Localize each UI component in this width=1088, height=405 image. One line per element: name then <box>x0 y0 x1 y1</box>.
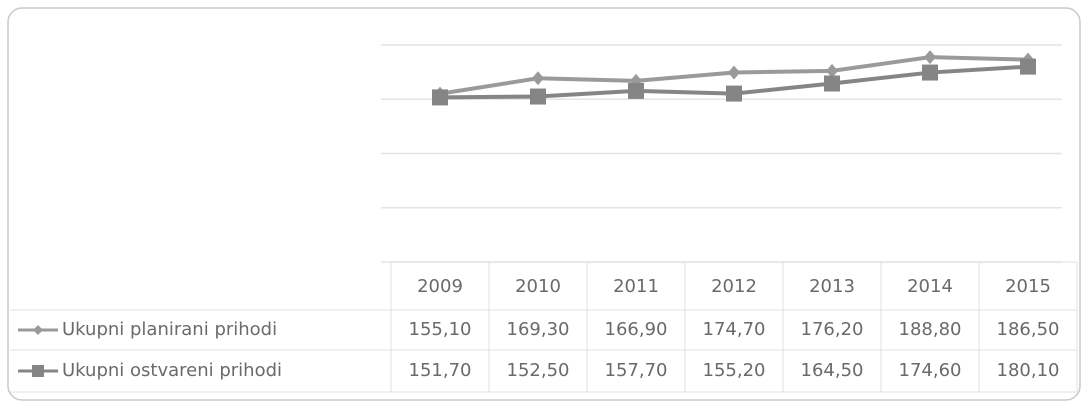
legend-label: Ukupni planirani prihodi <box>62 319 277 340</box>
marker <box>530 88 546 105</box>
data-label: 157,70 <box>605 360 668 381</box>
data-label: 176,20 <box>801 319 864 340</box>
marker <box>532 71 544 86</box>
legend-marker <box>32 365 44 377</box>
data-label: 174,70 <box>703 319 766 340</box>
x-tick-label: 2014 <box>907 276 953 297</box>
marker <box>922 64 938 81</box>
x-tick-label: 2009 <box>417 276 463 297</box>
data-label: 174,60 <box>899 360 962 381</box>
chart-border <box>7 7 1081 401</box>
marker <box>728 65 740 80</box>
data-label: 180,10 <box>997 360 1060 381</box>
x-tick-label: 2011 <box>613 276 659 297</box>
data-label: 155,20 <box>703 360 766 381</box>
data-label: 186,50 <box>997 319 1060 340</box>
data-label: 155,10 <box>409 319 472 340</box>
legend-label: Ukupni ostvareni prihodi <box>62 360 282 381</box>
marker <box>432 89 448 106</box>
data-label: 166,90 <box>605 319 668 340</box>
marker <box>826 63 838 78</box>
marker <box>628 82 644 99</box>
data-label: 151,70 <box>409 360 472 381</box>
x-tick-label: 2013 <box>809 276 855 297</box>
data-label: 169,30 <box>507 319 570 340</box>
data-label: 188,80 <box>899 319 962 340</box>
marker <box>726 85 742 102</box>
x-tick-label: 2015 <box>1005 276 1051 297</box>
data-label: 152,50 <box>507 360 570 381</box>
x-tick-label: 2012 <box>711 276 757 297</box>
marker <box>1020 58 1036 75</box>
legend-marker <box>33 325 43 335</box>
data-label: 164,50 <box>801 360 864 381</box>
x-tick-label: 2010 <box>515 276 561 297</box>
marker <box>824 75 840 92</box>
marker <box>924 50 936 65</box>
